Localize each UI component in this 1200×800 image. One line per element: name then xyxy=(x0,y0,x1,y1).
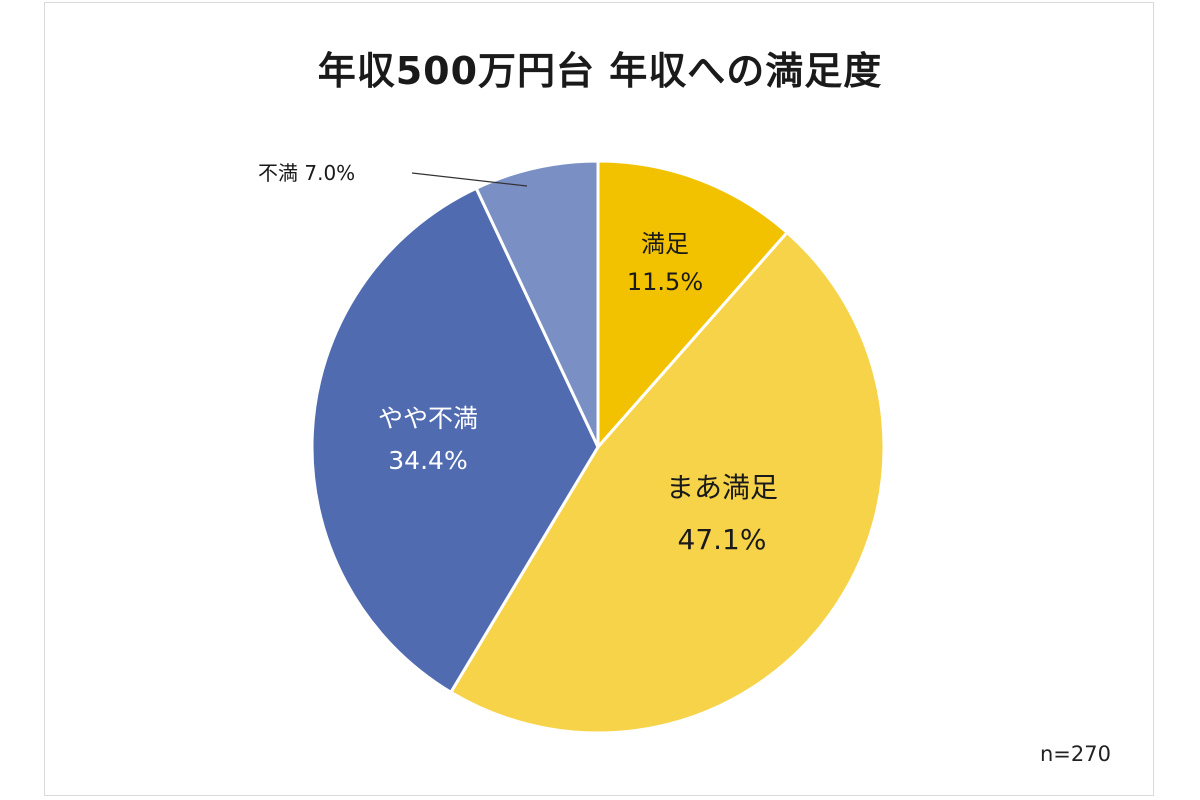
slice-yaya-fuman-name-label: やや不満 xyxy=(378,404,478,433)
chart-title: 年収500万円台 年収への満足度 xyxy=(317,49,883,93)
slice-maa-manzoku xyxy=(448,230,886,735)
slice-fuman xyxy=(474,159,600,448)
slice-manzoku-value-label: 11.5% xyxy=(627,268,703,296)
slice-maa-manzoku-name-label: まあ満足 xyxy=(666,471,778,504)
slice-yaya-fuman-value-label: 34.4% xyxy=(388,446,467,475)
leader-line-fuman xyxy=(411,172,528,187)
pie-slices xyxy=(310,159,886,735)
slice-yaya-fuman xyxy=(310,186,600,695)
slice-maa-manzoku-value-label: 47.1% xyxy=(678,523,767,556)
pie-labels: 満足 11.5% まあ満足 47.1% やや不満 34.4% 不満 7.0% xyxy=(258,161,778,556)
sample-size-note: n=270 xyxy=(1040,742,1111,766)
slice-manzoku xyxy=(596,159,790,451)
slice-manzoku-name-label: 満足 xyxy=(641,230,689,258)
slice-fuman-label: 不満 7.0% xyxy=(258,161,355,185)
